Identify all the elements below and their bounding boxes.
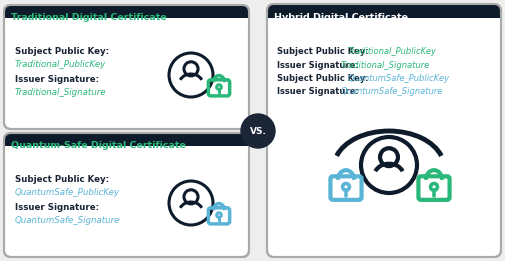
Text: QuantumSafe_Signature: QuantumSafe_Signature [340, 87, 442, 97]
Bar [267, 18, 500, 32]
Text: QuantumSafe_PublicKey: QuantumSafe_PublicKey [15, 188, 120, 197]
FancyBboxPatch shape [4, 133, 248, 159]
FancyBboxPatch shape [4, 5, 248, 31]
Text: Traditional_PublicKey: Traditional_PublicKey [15, 60, 106, 69]
Text: Hybrid Digital Certificate: Hybrid Digital Certificate [274, 14, 407, 22]
Text: Subject Public Key:: Subject Public Key: [276, 74, 371, 83]
Bar [4, 146, 248, 159]
FancyBboxPatch shape [4, 5, 248, 129]
Text: Traditional_Signature: Traditional_Signature [15, 88, 106, 97]
Text: Traditional_Signature: Traditional_Signature [340, 61, 429, 69]
Text: Subject Public Key:: Subject Public Key: [276, 47, 371, 56]
Text: QuantumSafe_PublicKey: QuantumSafe_PublicKey [347, 74, 449, 83]
Text: Traditional_PublicKey: Traditional_PublicKey [347, 47, 436, 56]
Text: VS.: VS. [249, 127, 266, 135]
FancyBboxPatch shape [267, 4, 500, 32]
Text: Issuer Signature:: Issuer Signature: [15, 75, 99, 84]
Text: Issuer Signature:: Issuer Signature: [276, 87, 361, 97]
Text: Subject Public Key:: Subject Public Key: [15, 47, 109, 56]
Text: Issuer Signature:: Issuer Signature: [15, 203, 99, 212]
Bar [4, 18, 248, 31]
Text: Subject Public Key:: Subject Public Key: [15, 175, 109, 184]
FancyBboxPatch shape [4, 133, 248, 257]
Text: Issuer Signature:: Issuer Signature: [276, 61, 361, 69]
FancyBboxPatch shape [267, 4, 500, 257]
Circle shape [240, 114, 274, 148]
Text: QuantumSafe_Signature: QuantumSafe_Signature [15, 216, 120, 225]
Text: Traditional Digital Certificate: Traditional Digital Certificate [11, 14, 167, 22]
Text: Quantum-Safe Digital Certificate: Quantum-Safe Digital Certificate [11, 141, 185, 151]
